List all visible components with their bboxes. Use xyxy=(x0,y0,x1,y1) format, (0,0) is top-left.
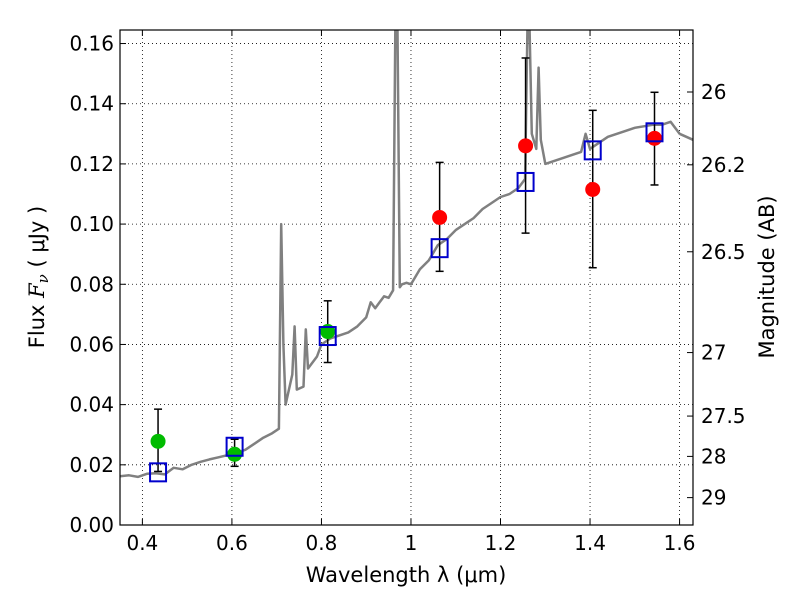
photometry-point xyxy=(432,209,448,225)
photometry-point xyxy=(518,138,534,154)
y-tick-label: 0.12 xyxy=(69,152,114,176)
plot-area xyxy=(120,30,693,483)
grid xyxy=(120,30,693,526)
x-axis-title: Wavelength λ (μm) xyxy=(306,563,507,587)
x-tick-label: 1.6 xyxy=(664,531,696,555)
x-tick-label: 0.6 xyxy=(216,531,248,555)
y2-tick-label: 26.5 xyxy=(701,240,746,264)
plot-frame xyxy=(119,29,694,526)
x-tick-label: 1.4 xyxy=(574,531,606,555)
y-tick-label: 0.14 xyxy=(69,92,114,116)
x-tick-label: 0.8 xyxy=(306,531,338,555)
x-tick-label: 1.2 xyxy=(485,531,517,555)
y-tick-label: 0.04 xyxy=(69,393,114,417)
y-tick-label: 0.08 xyxy=(69,272,114,296)
y-axis-title-unit: ( μJy ) xyxy=(25,206,49,274)
axis-ticks: 0.4 0.6 0.8 1 1.2 1.4 1.6 0.00 0.02 0.04 0.06 0.08 0… xyxy=(69,30,746,555)
x-tick-label: 1 xyxy=(405,531,418,555)
model-flux-marker xyxy=(225,436,244,457)
y2-tick-label: 27.5 xyxy=(701,404,746,428)
y-tick-label: 0.10 xyxy=(69,212,114,236)
model-flux-marker xyxy=(318,326,337,347)
y2-tick-label: 28 xyxy=(701,444,726,468)
y-axis-title-subscript: ν xyxy=(34,274,52,283)
y2-tick-label: 26 xyxy=(701,80,726,104)
y-tick-label: 0.16 xyxy=(69,32,114,56)
y-tick-label: 0.00 xyxy=(69,513,114,537)
photometry-point xyxy=(647,130,663,146)
model-flux-marker xyxy=(583,140,602,161)
y2-tick-label: 26.2 xyxy=(701,153,746,177)
x-tick-label: 0.4 xyxy=(126,531,158,555)
model-flux-marker xyxy=(430,238,449,259)
photometry-point xyxy=(227,446,243,462)
model-spectrum-line xyxy=(120,30,693,479)
model-flux-marker xyxy=(149,462,168,483)
y2-axis-title: Magnitude (AB) xyxy=(755,195,779,358)
y2-tick-label: 29 xyxy=(701,486,726,510)
model-flux-marker xyxy=(516,171,535,192)
y2-tick-label: 27 xyxy=(701,341,726,365)
y-axis-title-word: Flux xyxy=(25,298,49,348)
photometry-point xyxy=(150,433,166,449)
y-axis-title-symbol: F xyxy=(25,282,49,299)
photometry-point xyxy=(585,181,601,197)
model-flux-marker xyxy=(645,122,664,143)
y-axis-title: Flux Fν ( μJy ) xyxy=(25,206,52,348)
y-tick-label: 0.06 xyxy=(69,332,114,356)
y-tick-label: 0.02 xyxy=(69,453,114,477)
